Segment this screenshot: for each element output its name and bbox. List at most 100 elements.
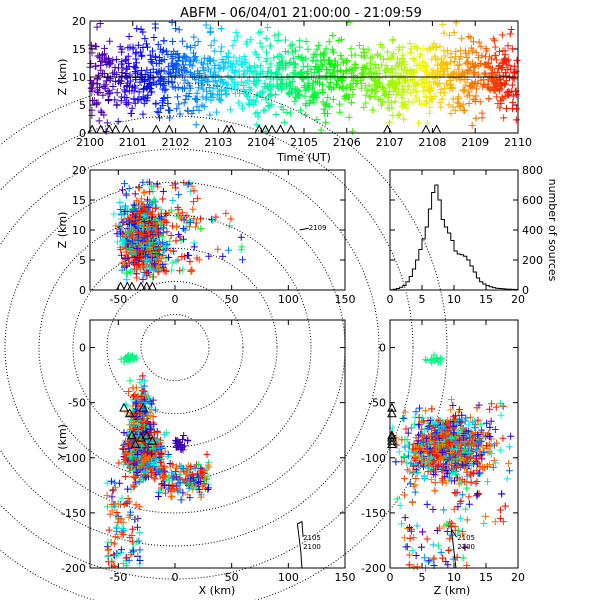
time-station-triangle [164, 124, 175, 134]
time-source-point [240, 52, 248, 60]
zy-source-point [443, 527, 451, 535]
xz-source-point [136, 253, 144, 261]
zy-source-point [480, 463, 488, 471]
time-source-point [438, 55, 446, 63]
xz-source-point [133, 207, 141, 215]
time-source-point [329, 46, 337, 54]
time-source-point [431, 75, 439, 83]
plan-source-point [103, 491, 111, 499]
plan-source-point [162, 429, 170, 437]
plan-source-point [133, 450, 141, 458]
time-source-point [499, 47, 507, 55]
plan-source-point [142, 398, 150, 406]
xz-source-point [135, 222, 143, 230]
xz-source-point [171, 180, 179, 188]
zy-source-point [418, 543, 426, 551]
time-source-point [125, 99, 133, 107]
plan-source-point [138, 442, 146, 450]
xz-source-point [169, 259, 177, 267]
xz-source-point [189, 198, 197, 206]
time-source-point [315, 80, 323, 88]
time-source-point [141, 35, 149, 43]
time-source-point [104, 90, 112, 98]
time-source-point [337, 35, 345, 43]
range-ring [106, 280, 244, 415]
hist-ytick-label: 800 [522, 164, 543, 177]
time-source-point [485, 95, 493, 103]
zy-source-point [457, 514, 465, 522]
plan-source-point [125, 387, 133, 395]
xz-source-point [122, 206, 130, 214]
xz-source-point [222, 209, 230, 217]
zy-source-point [507, 432, 515, 440]
time-source-point [224, 53, 232, 61]
zy-source-point [411, 481, 419, 489]
time-source-point [147, 57, 155, 65]
zy-source-point [462, 505, 470, 513]
time-source-point [105, 61, 113, 69]
zy-source-point [406, 534, 414, 542]
plan-source-point [169, 474, 177, 482]
time-source-point [291, 85, 299, 93]
plan-source-point [195, 485, 203, 493]
time-source-point [334, 76, 342, 84]
plan-source-point [204, 485, 212, 493]
time-source-point [267, 68, 275, 76]
time-source-point [242, 67, 250, 75]
plan-source-point [173, 473, 181, 481]
time-source-point [247, 68, 255, 76]
time-source-point [274, 70, 282, 78]
plan-source-point [179, 489, 187, 497]
time-station-triangle [121, 124, 132, 134]
time-source-point [343, 56, 351, 64]
time-source-point [489, 35, 497, 43]
zy-source-point [498, 401, 506, 409]
time-ytick-label: 15 [72, 43, 86, 56]
zy-source-point [473, 458, 481, 466]
xz-source-point [160, 224, 168, 232]
time-source-point [510, 75, 518, 83]
time-source-point [278, 86, 286, 94]
xz-source-point [161, 217, 169, 225]
plan-source-point [131, 354, 139, 362]
xz-track-label: 2109 [309, 224, 327, 232]
plan-source-point [122, 499, 130, 507]
time-source-point [257, 62, 265, 70]
time-source-point [395, 46, 403, 54]
time-source-point [174, 83, 182, 91]
plan-source-point [141, 468, 149, 476]
zy-source-point [406, 468, 414, 476]
xz-source-point [154, 183, 162, 191]
time-source-point [122, 56, 129, 64]
time-source-point [147, 85, 155, 93]
time-source-point [105, 95, 113, 103]
xz-source-point [138, 206, 146, 214]
time-source-point [149, 65, 157, 73]
time-source-point [164, 63, 172, 71]
time-source-point [202, 21, 210, 29]
plan-source-point [179, 435, 187, 443]
time-source-point [313, 45, 321, 53]
time-source-point [159, 77, 167, 85]
plan-source-point [173, 437, 181, 445]
plan-source-point [177, 496, 185, 504]
time-source-point [351, 74, 359, 82]
time-source-point [400, 58, 408, 66]
plan-source-point [106, 510, 114, 518]
plan-source-point [134, 445, 142, 453]
time-source-point [425, 109, 433, 117]
time-source-point [298, 74, 306, 82]
time-source-point [255, 53, 263, 61]
time-source-point [200, 54, 208, 62]
time-source-point [384, 98, 392, 106]
time-tick-label: 2103 [204, 136, 232, 149]
time-source-point [283, 108, 291, 116]
plan-source-point [142, 408, 150, 416]
time-source-point [95, 53, 103, 61]
time-source-point [392, 79, 400, 87]
time-source-point [199, 85, 207, 93]
plan-source-point [119, 445, 127, 453]
plan-source-point [174, 438, 182, 446]
time-source-point [296, 43, 304, 51]
time-source-point [378, 43, 386, 51]
